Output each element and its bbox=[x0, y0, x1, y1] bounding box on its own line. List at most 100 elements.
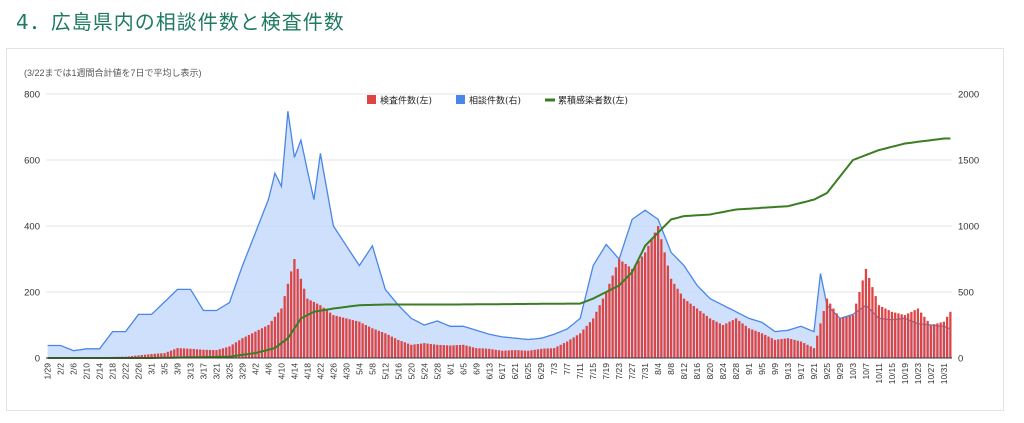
tests-bar bbox=[432, 344, 436, 358]
tests-bar bbox=[241, 338, 244, 358]
tests-bar bbox=[410, 344, 413, 358]
tests-bar bbox=[666, 265, 669, 358]
tests-bar bbox=[634, 264, 637, 358]
tests-bar bbox=[400, 341, 403, 358]
x-axis-tick-label: 6/9 bbox=[471, 363, 481, 375]
x-axis-tick-label: 2/22 bbox=[121, 363, 131, 380]
tests-bar bbox=[257, 329, 260, 358]
x-axis-tick-label: 10/19 bbox=[900, 363, 910, 385]
x-axis-tick-label: 9/5 bbox=[757, 363, 767, 375]
tests-bar bbox=[851, 315, 855, 358]
tests-bar bbox=[354, 320, 358, 358]
x-axis-tick-label: 5/28 bbox=[432, 363, 442, 380]
x-axis-tick-label: 7/31 bbox=[640, 363, 650, 380]
tests-bar bbox=[423, 343, 426, 358]
tests-bar bbox=[517, 350, 520, 358]
tests-bar bbox=[767, 336, 770, 358]
tests-bar bbox=[212, 350, 215, 358]
x-axis-tick-label: 7/11 bbox=[575, 363, 585, 379]
tests-bar bbox=[442, 345, 445, 358]
tests-bar bbox=[238, 340, 241, 358]
tests-bar bbox=[640, 256, 644, 358]
left-axis-tick-label: 800 bbox=[24, 90, 40, 101]
tests-bar bbox=[244, 336, 247, 358]
tests-bar bbox=[543, 348, 546, 358]
consultations-area-fill bbox=[47, 111, 951, 358]
tests-bar bbox=[374, 329, 377, 358]
tests-bar bbox=[832, 308, 835, 358]
tests-bar bbox=[478, 348, 481, 358]
tests-bar bbox=[725, 323, 728, 358]
tests-bar bbox=[147, 354, 150, 358]
x-axis-tick-label: 4/22 bbox=[315, 363, 325, 380]
x-axis-tick-label: 6/17 bbox=[497, 363, 507, 380]
chart-note: (3/22までは1週間合計値を7日で平均し表示) bbox=[24, 68, 202, 78]
x-axis-tick-label: 8/24 bbox=[718, 363, 728, 380]
tests-bar bbox=[595, 311, 598, 358]
tests-bar bbox=[341, 317, 345, 358]
x-axis-tick-label: 6/5 bbox=[458, 363, 468, 375]
tests-bar bbox=[838, 318, 842, 358]
tests-bar bbox=[202, 349, 205, 359]
tests-bar bbox=[507, 350, 510, 358]
left-axis-ticks: 0 200 400 600 800 bbox=[24, 90, 40, 365]
tests-bar bbox=[695, 308, 699, 358]
tests-bar bbox=[618, 259, 621, 358]
tests-bar bbox=[786, 338, 790, 358]
x-axis-tick-label: 6/29 bbox=[536, 363, 546, 380]
tests-bar bbox=[137, 355, 140, 358]
tests-bar bbox=[608, 283, 611, 359]
legend-label: 検査件数(左) bbox=[380, 95, 432, 107]
tests-bar bbox=[293, 259, 296, 358]
tests-bar bbox=[686, 301, 689, 358]
tests-bar bbox=[254, 331, 257, 358]
consultations-area bbox=[47, 111, 951, 358]
tests-bar bbox=[907, 313, 910, 358]
legend-swatch bbox=[545, 98, 555, 102]
x-axis-tick-label: 9/9 bbox=[770, 363, 780, 375]
tests-bar bbox=[598, 305, 601, 358]
tests-bar bbox=[319, 305, 322, 358]
tests-bar bbox=[173, 349, 176, 358]
tests-bar bbox=[650, 239, 653, 358]
tests-bar bbox=[218, 349, 221, 358]
tests-bar bbox=[393, 338, 397, 358]
tests-bar bbox=[601, 298, 605, 358]
consultations-line bbox=[47, 111, 951, 352]
tests-bar bbox=[929, 325, 933, 358]
x-axis-tick-label: 4/30 bbox=[341, 363, 351, 380]
tests-bar bbox=[715, 321, 718, 358]
x-axis-tick-label: 7/19 bbox=[601, 363, 611, 380]
x-axis-tick-label: 5/20 bbox=[406, 363, 416, 380]
tests-bar bbox=[679, 293, 682, 358]
tests-bar bbox=[900, 314, 903, 358]
tests-bar bbox=[770, 338, 773, 358]
x-axis-tick-label: 10/23 bbox=[913, 363, 923, 385]
tests-bar bbox=[290, 271, 293, 358]
tests-bar bbox=[163, 353, 166, 358]
tests-bar bbox=[488, 348, 491, 358]
tests-bar bbox=[514, 350, 517, 358]
tests-bar bbox=[208, 349, 212, 358]
cumulative-infections-line bbox=[47, 137, 951, 359]
tests-bar bbox=[481, 348, 484, 358]
tests-bar bbox=[916, 308, 920, 358]
x-axis-tick-label: 7/27 bbox=[627, 363, 637, 380]
tests-bar bbox=[566, 341, 569, 358]
tests-bar bbox=[530, 350, 533, 358]
tests-bar bbox=[199, 349, 202, 358]
tests-bar bbox=[351, 320, 354, 358]
tests-bar bbox=[160, 353, 163, 358]
tests-bar bbox=[812, 348, 816, 358]
x-axis-tick-label: 2/26 bbox=[134, 363, 144, 380]
tests-bar bbox=[361, 323, 364, 358]
tests-bar bbox=[887, 310, 890, 358]
tests-bar bbox=[712, 320, 715, 358]
x-axis-tick-label: 7/23 bbox=[614, 363, 624, 380]
tests-bar bbox=[796, 340, 799, 358]
tests-bar bbox=[757, 332, 760, 358]
tests-bar bbox=[186, 348, 189, 358]
x-axis-tick-label: 3/17 bbox=[199, 363, 209, 380]
tests-bar bbox=[169, 350, 173, 358]
